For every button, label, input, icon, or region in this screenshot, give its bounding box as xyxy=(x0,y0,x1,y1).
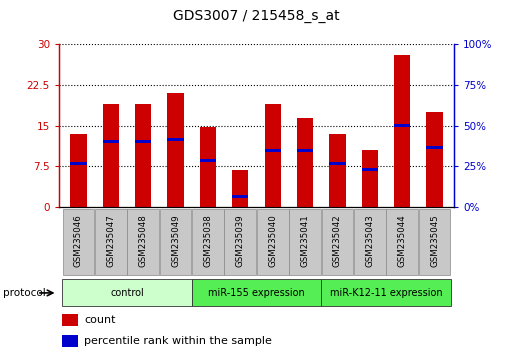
Bar xyxy=(167,138,184,141)
Text: GSM235047: GSM235047 xyxy=(106,215,115,268)
Bar xyxy=(297,149,313,152)
Bar xyxy=(419,209,450,275)
Text: GSM235048: GSM235048 xyxy=(139,215,148,268)
Bar xyxy=(62,314,78,326)
Bar xyxy=(167,93,184,207)
Bar xyxy=(63,209,94,275)
Bar xyxy=(426,146,443,149)
Text: GSM235043: GSM235043 xyxy=(365,215,374,268)
Bar xyxy=(62,335,78,347)
Text: protocol: protocol xyxy=(3,288,45,298)
Bar xyxy=(103,104,119,207)
Bar xyxy=(297,118,313,207)
Bar xyxy=(329,134,346,207)
Bar xyxy=(103,141,119,143)
Text: GSM235049: GSM235049 xyxy=(171,215,180,267)
Text: count: count xyxy=(84,315,115,325)
Bar xyxy=(70,162,87,165)
Bar xyxy=(95,209,127,275)
Text: GDS3007 / 215458_s_at: GDS3007 / 215458_s_at xyxy=(173,9,340,23)
Text: miR-K12-11 expression: miR-K12-11 expression xyxy=(330,288,442,298)
Bar xyxy=(354,209,386,275)
Bar xyxy=(192,209,224,275)
Bar xyxy=(135,104,151,207)
Bar xyxy=(135,141,151,143)
Text: GSM235045: GSM235045 xyxy=(430,215,439,268)
Text: GSM235038: GSM235038 xyxy=(204,215,212,268)
Text: GSM235042: GSM235042 xyxy=(333,215,342,268)
Text: GSM235044: GSM235044 xyxy=(398,215,407,268)
Bar xyxy=(394,124,410,127)
Bar xyxy=(200,127,216,207)
Bar xyxy=(232,170,248,207)
Bar xyxy=(394,55,410,207)
Bar xyxy=(321,279,451,307)
Bar xyxy=(127,209,159,275)
Text: GSM235046: GSM235046 xyxy=(74,215,83,268)
Text: GSM235039: GSM235039 xyxy=(236,215,245,267)
Bar xyxy=(257,209,288,275)
Bar xyxy=(265,104,281,207)
Bar xyxy=(192,279,321,307)
Text: percentile rank within the sample: percentile rank within the sample xyxy=(84,336,272,346)
Text: GSM235040: GSM235040 xyxy=(268,215,277,268)
Bar xyxy=(362,167,378,171)
Bar xyxy=(289,209,321,275)
Bar xyxy=(329,162,346,165)
Text: miR-155 expression: miR-155 expression xyxy=(208,288,305,298)
Bar xyxy=(386,209,418,275)
Bar xyxy=(322,209,353,275)
Bar xyxy=(265,149,281,152)
Bar xyxy=(225,209,256,275)
Text: control: control xyxy=(110,288,144,298)
Bar xyxy=(362,150,378,207)
Bar xyxy=(426,112,443,207)
Bar xyxy=(200,159,216,162)
Text: GSM235041: GSM235041 xyxy=(301,215,309,268)
Bar xyxy=(62,279,192,307)
Bar xyxy=(160,209,191,275)
Bar xyxy=(70,134,87,207)
Bar xyxy=(232,195,248,198)
